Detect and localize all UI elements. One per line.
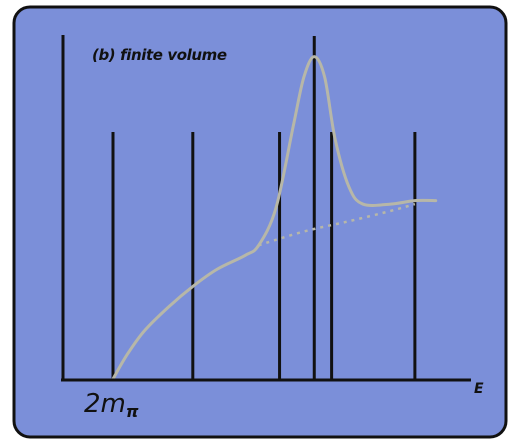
origin-label-main: 2m <box>84 389 126 419</box>
panel-title: (b) finite volume <box>92 46 227 64</box>
origin-label-subscript: π <box>126 402 139 421</box>
energy-levels <box>111 36 417 379</box>
continuum-dotted-line <box>258 202 416 247</box>
spectral-curve <box>111 55 438 381</box>
x-axis-label: E <box>474 381 484 397</box>
origin-label: 2mπ <box>84 389 139 421</box>
resonance-curve <box>111 55 438 381</box>
panel-background <box>12 5 508 439</box>
